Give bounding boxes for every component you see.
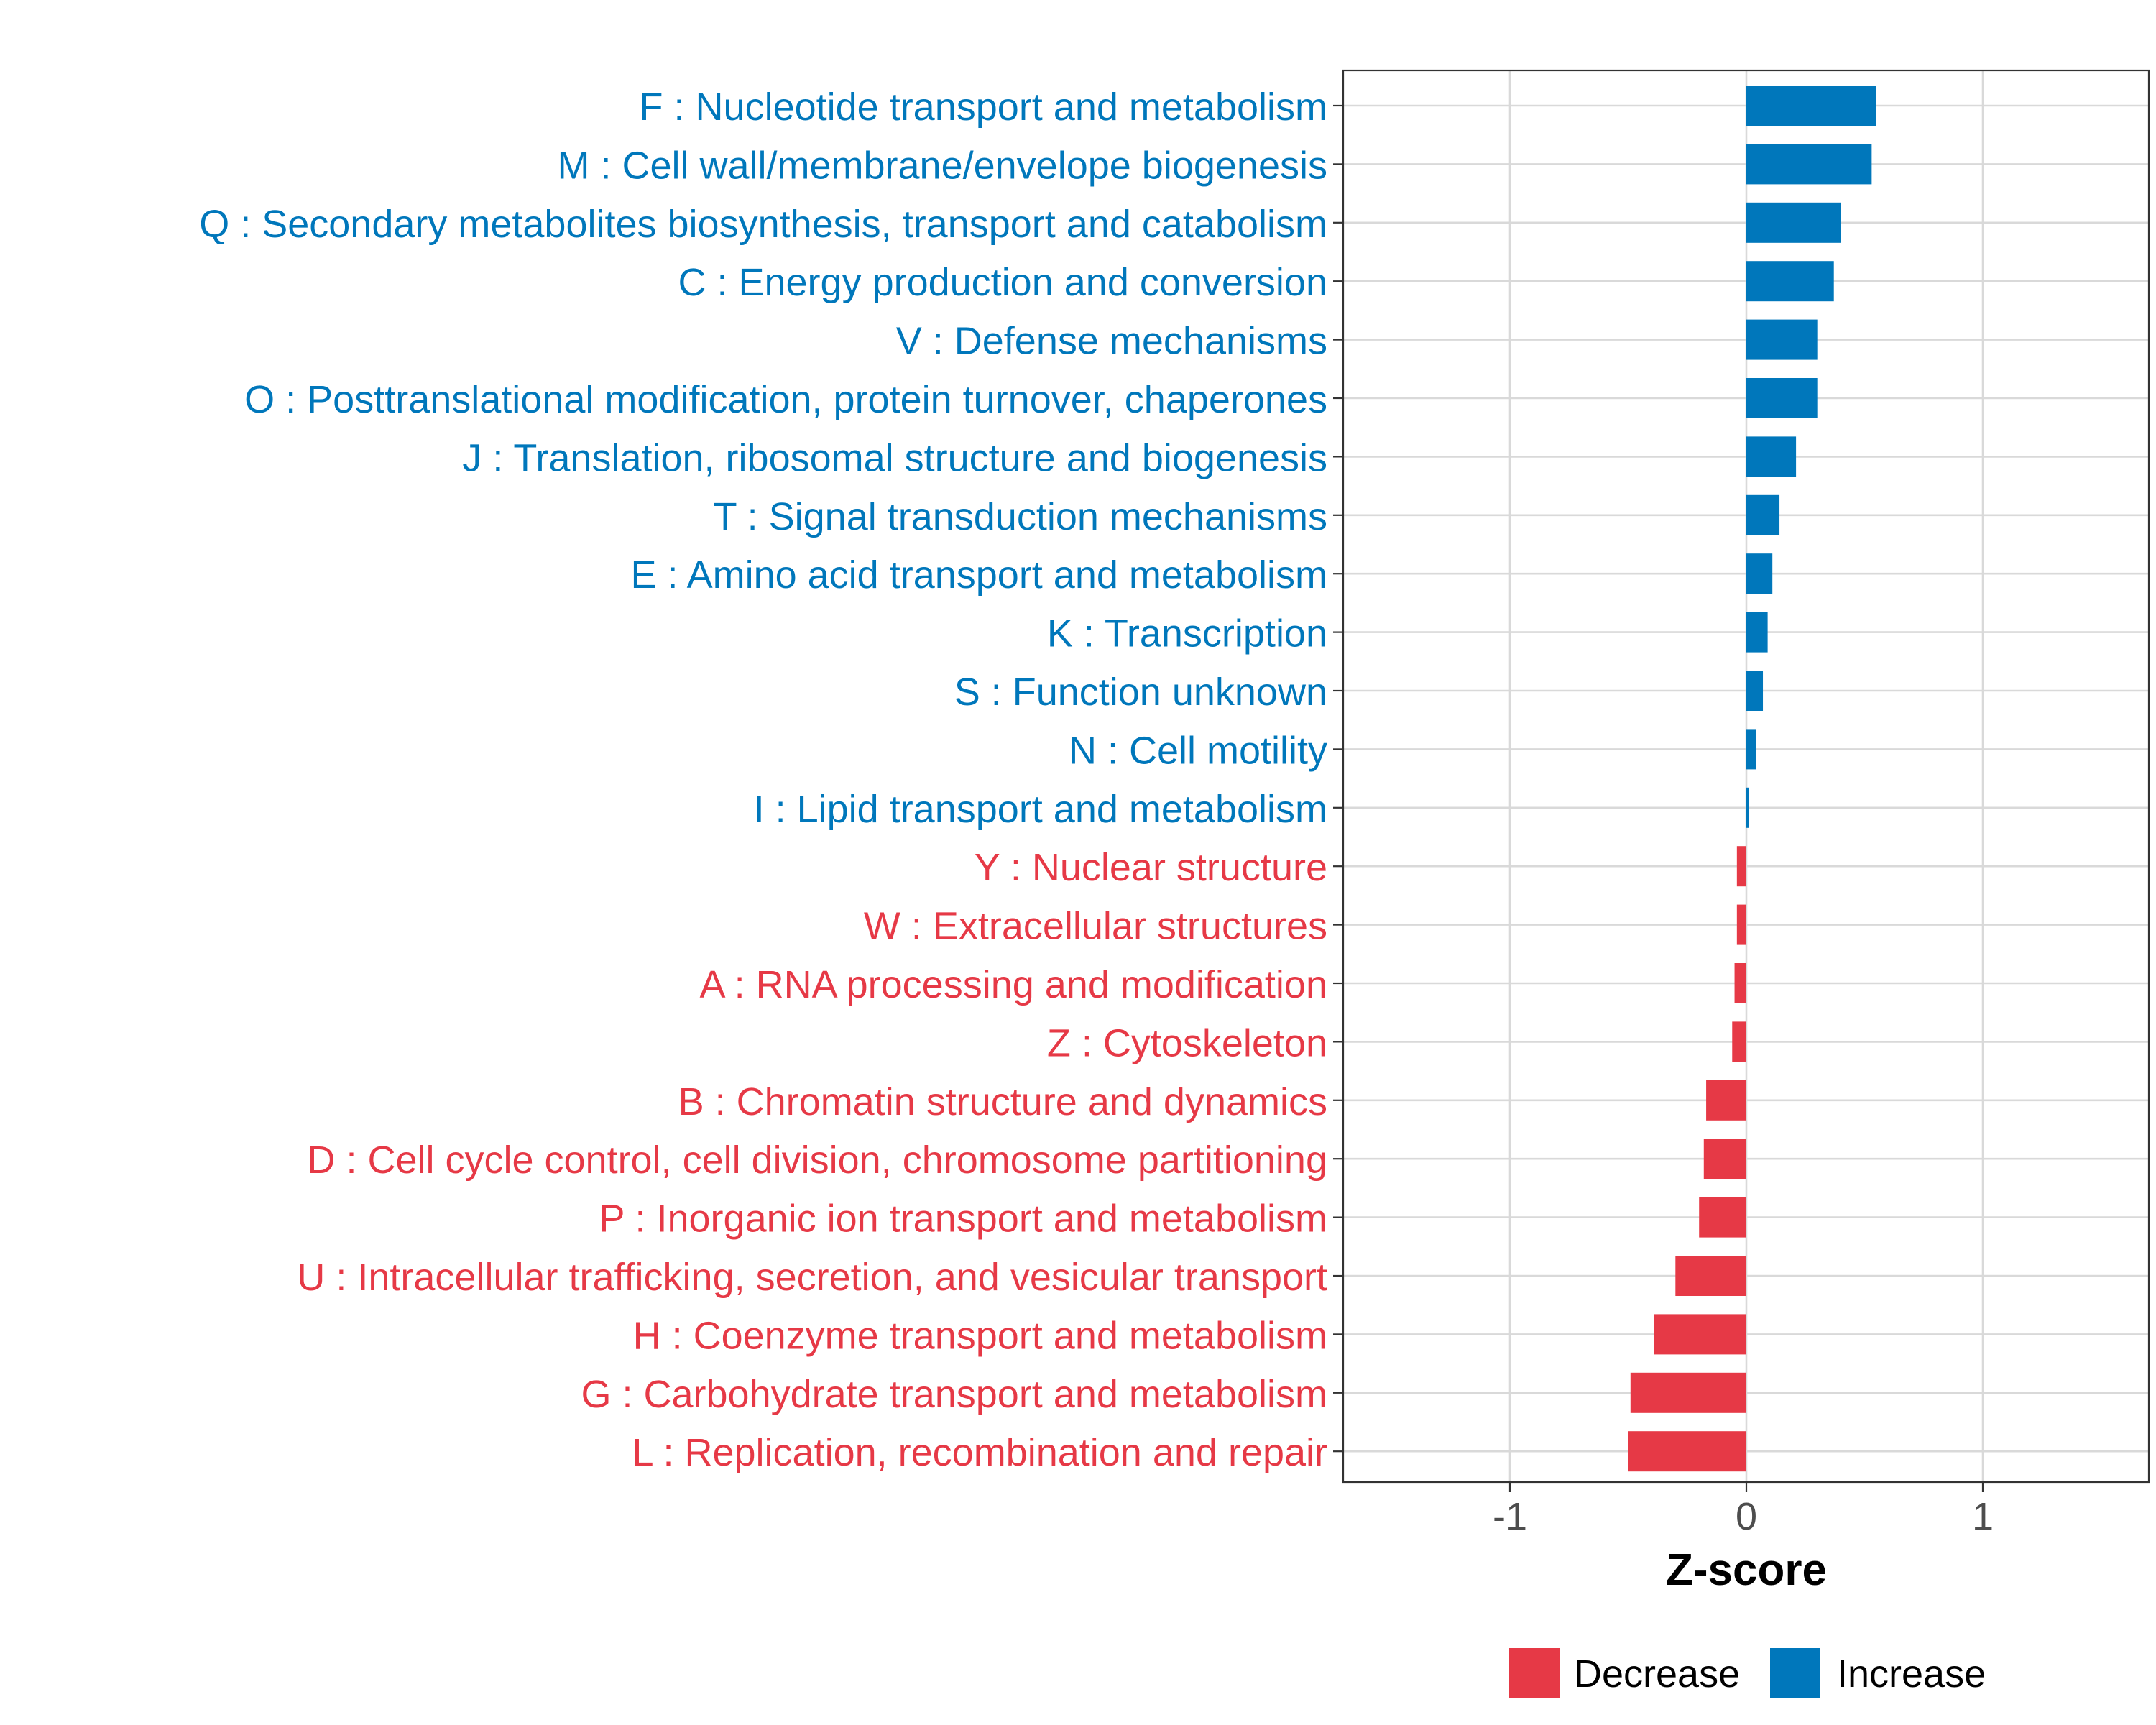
x-tick-label: -1 [1493,1495,1527,1538]
y-tick-label: N : Cell motility [1069,729,1327,772]
bar-w [1736,904,1746,945]
bar-s [1746,671,1764,711]
y-tick-label: I : Lipid transport and metabolism [754,788,1327,831]
y-tick-label: W : Extracellular structures [864,905,1327,948]
legend-key-increase [1770,1648,1820,1698]
bar-t [1746,494,1780,535]
x-tick-label: 1 [1972,1495,1994,1538]
bar-c [1746,261,1834,302]
y-tick-label: M : Cell wall/membrane/envelope biogenes… [557,144,1327,187]
y-tick-label: K : Transcription [1047,612,1327,656]
x-axis: -1 0 1 [1493,1482,1994,1538]
bar-y [1736,846,1746,887]
bar-l [1628,1431,1746,1472]
bar-z [1732,1021,1746,1062]
bar-a [1734,963,1746,1003]
bar-u [1675,1256,1746,1296]
y-tick-label: O : Posttranslational modification, prot… [244,378,1327,421]
y-tick-label: Y : Nuclear structure [975,846,1327,889]
bar-k [1746,612,1768,653]
y-tick-label: Z : Cytoskeleton [1047,1021,1327,1064]
bar-g [1630,1372,1746,1413]
y-tick-label: C : Energy production and conversion [678,261,1327,304]
bar-i [1746,787,1749,828]
bar-m [1746,144,1872,185]
bars [1628,86,1876,1472]
y-tick-label: B : Chromatin structure and dynamics [678,1080,1327,1123]
y-tick-label: L : Replication, recombination and repai… [632,1431,1327,1474]
legend-label-decrease: Decrease [1574,1652,1740,1696]
y-tick-label: S : Function unknown [954,671,1327,714]
bar-v [1746,319,1818,360]
legend: Decrease Increase [1509,1648,1986,1698]
x-tick-label: 0 [1736,1495,1757,1538]
y-tick-label: J : Translation, ribosomal structure and… [462,436,1327,479]
y-tick-label: P : Inorganic ion transport and metaboli… [599,1197,1327,1241]
y-tick-label: U : Intracellular trafficking, secretion… [297,1256,1327,1299]
y-axis: F : Nucleotide transport and metabolism M… [199,86,1343,1474]
y-tick-label: V : Defense mechanisms [896,320,1327,363]
y-tick-label: D : Cell cycle control, cell division, c… [307,1138,1327,1182]
y-tick-label: F : Nucleotide transport and metabolism [640,86,1327,129]
legend-label-increase: Increase [1837,1652,1986,1696]
bar-h [1654,1314,1746,1355]
bar-e [1746,553,1773,594]
bar-b [1706,1080,1746,1121]
bar-j [1746,436,1797,477]
y-tick-label: Q : Secondary metabolites biosynthesis, … [199,203,1327,246]
y-tick-label: A : RNA processing and modification [700,963,1327,1006]
bar-o [1746,378,1818,418]
bar-q [1746,202,1841,243]
x-axis-title: Z-score [1666,1545,1827,1595]
bar-p [1699,1197,1746,1238]
y-tick-label: T : Signal transduction mechanisms [714,495,1327,538]
y-tick-label: H : Coenzyme transport and metabolism [633,1314,1327,1357]
bar-n [1746,729,1756,770]
bar-f [1746,86,1876,126]
y-tick-label: G : Carbohydrate transport and metabolis… [581,1373,1328,1416]
y-tick-label: E : Amino acid transport and metabolism [631,553,1327,597]
legend-key-decrease [1509,1648,1560,1698]
bar-d [1703,1138,1746,1179]
